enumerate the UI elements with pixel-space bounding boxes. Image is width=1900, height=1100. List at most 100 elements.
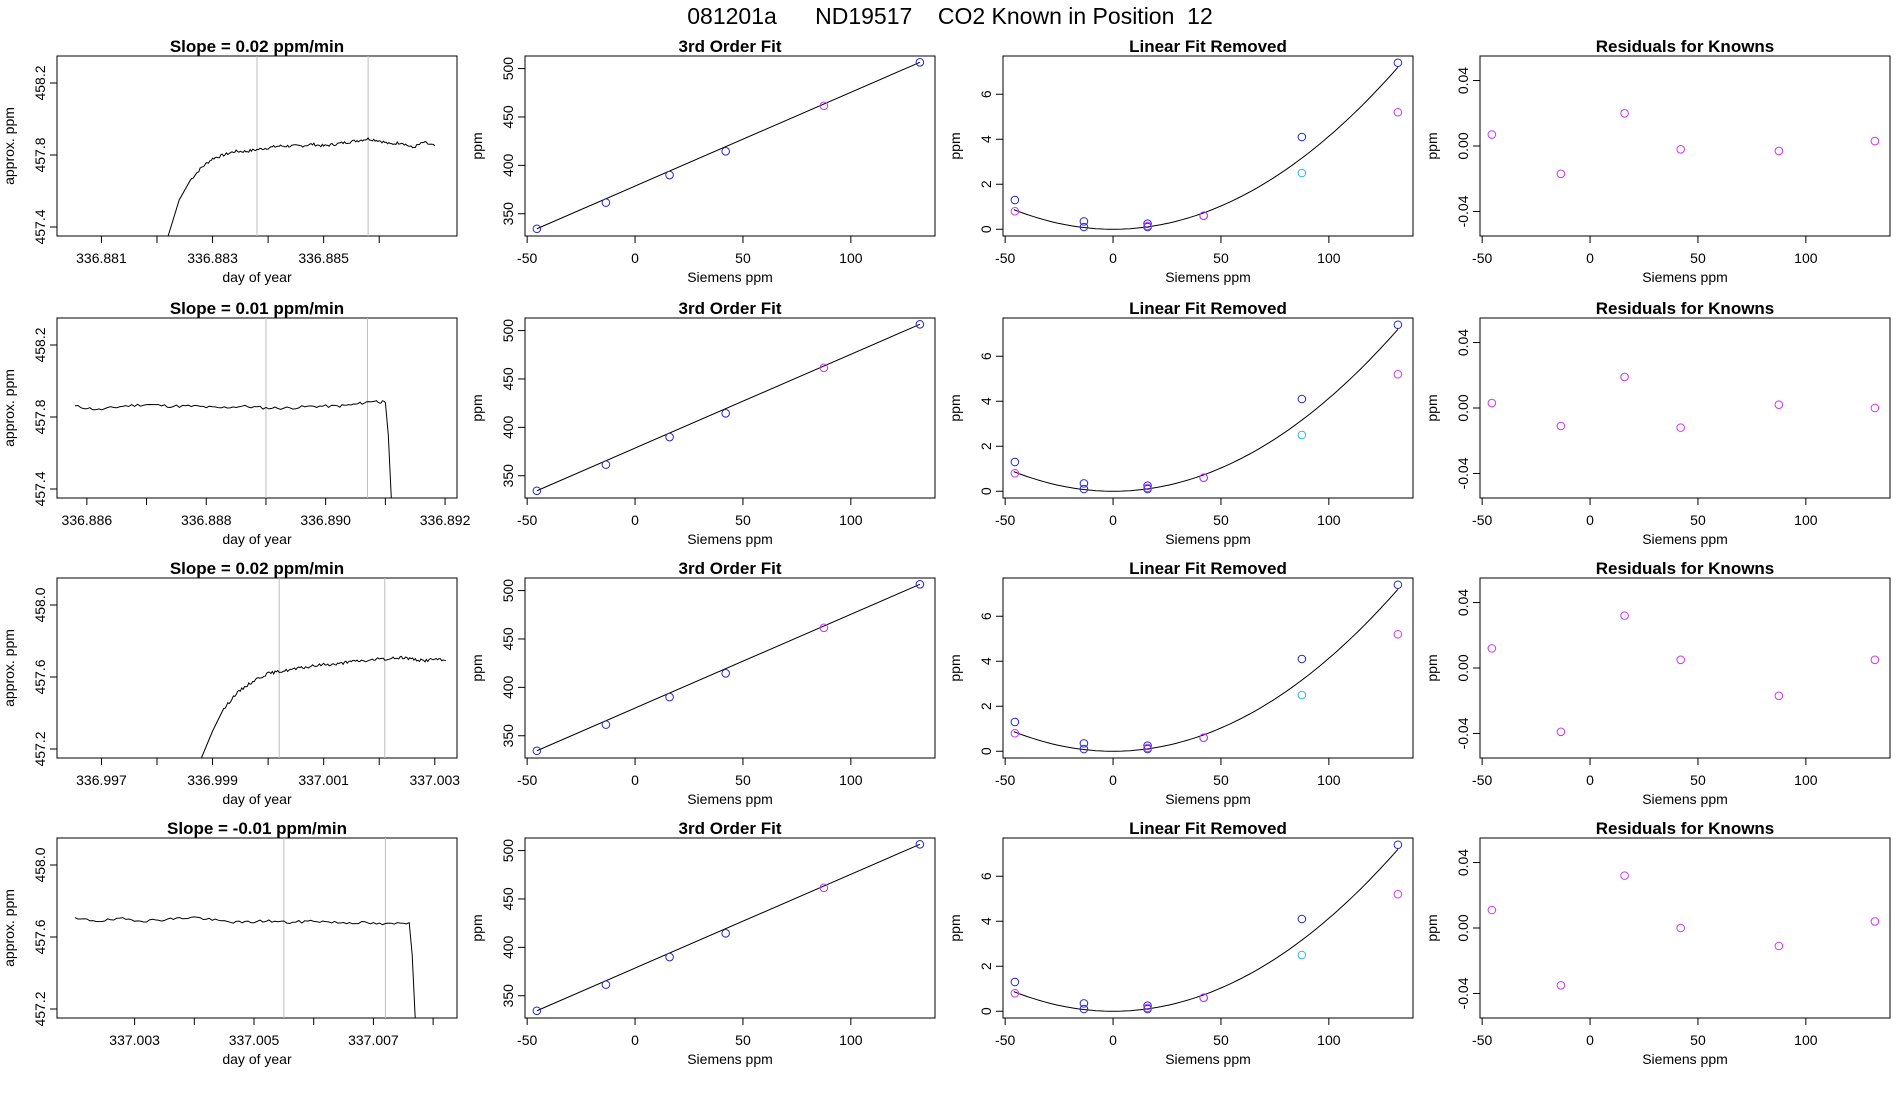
- plot-frame: [1479, 577, 1891, 759]
- y-tick-label: -0.04: [1455, 457, 1471, 489]
- x-tick-label: 0: [631, 512, 639, 528]
- panel-title: Residuals for Knowns: [1596, 299, 1775, 318]
- data-point-blue: [1079, 739, 1089, 748]
- data-point-magenta: [1393, 107, 1403, 117]
- x-axis-label: Siemens ppm: [687, 1051, 773, 1067]
- data-point-magenta: [1010, 728, 1020, 738]
- plot-area: [1487, 372, 1880, 432]
- x-tick-label: -50: [995, 1032, 1015, 1048]
- data-point-blue: [601, 980, 611, 989]
- x-tick-label: 100: [1794, 512, 1818, 528]
- concentration-trace: [74, 916, 416, 1018]
- panel-title: Slope = 0.02 ppm/min: [170, 559, 344, 578]
- y-tick-label: -0.04: [1455, 977, 1471, 1009]
- data-point-blue: [721, 147, 730, 156]
- y-tick-label: 500: [500, 579, 516, 603]
- data-point-magenta: [1676, 655, 1685, 665]
- data-point-magenta: [1199, 211, 1208, 221]
- panel-title: Slope = 0.01 ppm/min: [170, 299, 344, 318]
- plot-area: [74, 838, 416, 1018]
- y-tick-label: 2: [978, 180, 994, 188]
- data-point-magenta: [1620, 611, 1629, 620]
- plot-area: [1010, 58, 1403, 232]
- data-point-magenta: [1143, 743, 1152, 753]
- x-tick-label: 100: [839, 512, 863, 528]
- data-point-magenta: [1143, 221, 1152, 231]
- data-point-blue: [1297, 914, 1307, 924]
- x-tick-label: 0: [631, 250, 639, 266]
- plot-frame: [1479, 55, 1891, 237]
- plot-area: [532, 57, 925, 234]
- y-tick-label: 400: [500, 415, 516, 439]
- data-point-blue: [915, 579, 925, 589]
- y-tick-label: 400: [500, 675, 516, 699]
- plot-frame: [56, 577, 458, 759]
- panel-timeseries-row1: Slope = 0.02 ppm/min day of year approx. p…: [1, 37, 458, 285]
- x-tick-label: 100: [839, 250, 863, 266]
- data-point-blue: [1079, 1004, 1089, 1014]
- x-tick-label: 50: [1690, 772, 1706, 788]
- plot-area: [1487, 611, 1880, 737]
- plot-area: [1010, 320, 1403, 494]
- data-point-blue: [1079, 217, 1089, 226]
- x-tick-label: 337.001: [298, 772, 349, 788]
- y-tick-label: 0.00: [1455, 654, 1471, 681]
- data-point-magenta: [1676, 923, 1685, 933]
- x-axis-label: Siemens ppm: [1642, 269, 1728, 285]
- data-point-magenta: [1199, 473, 1208, 483]
- y-tick-label: 350: [500, 464, 516, 488]
- y-axis-label: ppm: [1424, 132, 1440, 159]
- fit-line: [536, 323, 921, 492]
- plot-area: [532, 319, 925, 496]
- panel-linear_removed-row4: Linear Fit Removed Siemens ppm ppm -50 0 50 10…: [947, 819, 1414, 1067]
- x-tick-label: 337.005: [229, 1032, 280, 1048]
- panel-title: 3rd Order Fit: [679, 37, 782, 56]
- data-point-blue: [1079, 222, 1089, 232]
- x-axis-label: Siemens ppm: [1165, 269, 1251, 285]
- panel-timeseries-row3: Slope = 0.02 ppm/min day of year approx. p…: [1, 559, 460, 807]
- data-point-blue: [721, 929, 730, 938]
- y-tick-label: 500: [500, 839, 516, 863]
- data-point-blue: [665, 952, 674, 962]
- plot-area: [1487, 108, 1880, 179]
- x-tick-label: 337.003: [109, 1032, 160, 1048]
- data-point-blue: [915, 57, 925, 67]
- data-point-magenta: [1010, 468, 1020, 478]
- data-point-magenta: [1556, 169, 1566, 179]
- concentration-trace: [167, 137, 436, 236]
- y-tick-label: 450: [500, 367, 516, 391]
- data-point-blue: [721, 409, 730, 418]
- panel-fit-row3: 3rd Order Fit Siemens ppm ppm -50 0 50 100 350 4…: [469, 559, 936, 807]
- x-tick-label: 50: [1213, 1032, 1229, 1048]
- y-tick-label: 450: [500, 627, 516, 651]
- y-axis-label: approx. ppm: [1, 629, 17, 707]
- fit-curve: [1013, 848, 1399, 1012]
- x-tick-label: 50: [1213, 250, 1229, 266]
- y-tick-label: 457.4: [32, 471, 48, 506]
- panel-title: 3rd Order Fit: [679, 819, 782, 838]
- x-axis-label: Siemens ppm: [1642, 1051, 1728, 1067]
- x-tick-label: -50: [517, 772, 537, 788]
- x-tick-label: 100: [839, 772, 863, 788]
- data-point-magenta: [1010, 206, 1020, 216]
- y-tick-label: 2: [978, 442, 994, 450]
- data-point-blue: [532, 486, 542, 496]
- y-axis-label: ppm: [947, 654, 963, 681]
- data-point-blue: [915, 319, 925, 329]
- plot-area: [1010, 580, 1403, 754]
- x-tick-label: 0: [1586, 512, 1594, 528]
- x-tick-label: 100: [1317, 250, 1341, 266]
- x-tick-label: 50: [1213, 512, 1229, 528]
- y-tick-label: 0: [978, 1007, 994, 1015]
- data-point-magenta: [819, 623, 829, 633]
- x-tick-label: 50: [735, 512, 751, 528]
- x-tick-label: 0: [1109, 1032, 1117, 1048]
- data-point-blue: [1010, 977, 1020, 987]
- x-axis-label: Siemens ppm: [687, 791, 773, 807]
- plot-frame: [524, 317, 936, 499]
- panel-title: Slope = 0.02 ppm/min: [170, 37, 344, 56]
- data-point-blue: [665, 692, 674, 702]
- x-tick-label: 0: [1109, 512, 1117, 528]
- x-axis-label: Siemens ppm: [1165, 1051, 1251, 1067]
- plot-area: [532, 579, 925, 756]
